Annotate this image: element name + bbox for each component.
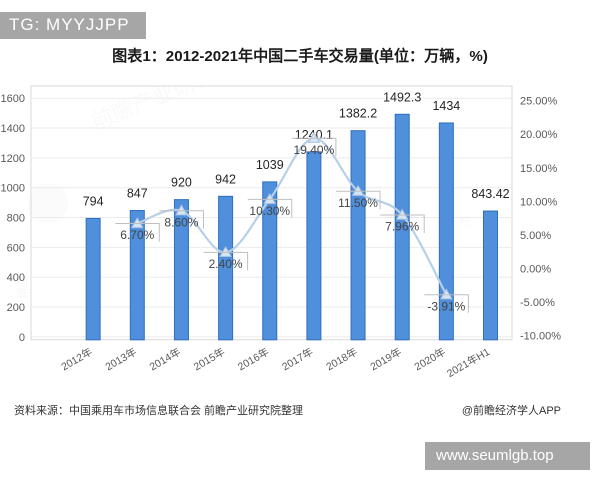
svg-text:析: 析 — [458, 215, 472, 228]
svg-text:0.00%: 0.00% — [520, 264, 551, 276]
svg-text:400: 400 — [7, 272, 25, 284]
svg-text:1000: 1000 — [1, 183, 25, 195]
svg-text:前瞻产业研究院: 前瞻产业研究院 — [88, 85, 240, 135]
svg-text:1434: 1434 — [432, 99, 460, 113]
svg-text:-5.00%: -5.00% — [520, 297, 555, 309]
svg-text:1200: 1200 — [1, 153, 25, 165]
svg-text:942: 942 — [215, 172, 236, 186]
svg-text:10.30%: 10.30% — [249, 204, 290, 218]
svg-text:2.40%: 2.40% — [209, 257, 243, 271]
svg-text:920: 920 — [171, 176, 192, 190]
svg-text:7.96%: 7.96% — [385, 220, 419, 234]
svg-text:2013年: 2013年 — [103, 345, 139, 373]
svg-text:8.60%: 8.60% — [164, 215, 198, 229]
svg-text:200: 200 — [7, 302, 25, 314]
svg-text:-10.00%: -10.00% — [520, 331, 561, 343]
svg-text:1600: 1600 — [1, 93, 25, 105]
svg-text:800: 800 — [7, 213, 25, 225]
svg-text:2020年: 2020年 — [412, 345, 448, 373]
svg-text:847: 847 — [127, 187, 148, 201]
svg-text:843.42: 843.42 — [471, 187, 509, 201]
svg-text:2018年: 2018年 — [324, 345, 360, 373]
svg-text:-3.91%: -3.91% — [427, 299, 465, 313]
svg-text:2012年: 2012年 — [59, 345, 95, 373]
svg-text:19.40%: 19.40% — [294, 143, 335, 157]
svg-text:1400: 1400 — [1, 123, 25, 135]
svg-text:6.70%: 6.70% — [120, 228, 154, 242]
svg-text:2021年H1: 2021年H1 — [445, 345, 493, 380]
svg-text:0: 0 — [19, 332, 25, 344]
svg-text:2019年: 2019年 — [368, 345, 404, 373]
svg-text:20.00%: 20.00% — [520, 129, 558, 141]
svg-text:10.00%: 10.00% — [520, 196, 558, 208]
svg-text:1039: 1039 — [256, 158, 284, 172]
svg-text:11.50%: 11.50% — [338, 196, 378, 210]
svg-text:2017年: 2017年 — [280, 345, 316, 373]
svg-text:2014年: 2014年 — [147, 345, 183, 373]
svg-text:2016年: 2016年 — [235, 345, 271, 373]
svg-text:600: 600 — [7, 242, 25, 254]
svg-text:5.00%: 5.00% — [520, 230, 551, 242]
svg-text:25.00%: 25.00% — [520, 96, 558, 108]
svg-text:2015年: 2015年 — [191, 345, 227, 373]
svg-text:794: 794 — [83, 194, 104, 208]
svg-text:1382.2: 1382.2 — [339, 107, 377, 121]
svg-text:15.00%: 15.00% — [520, 163, 558, 175]
svg-text:1492.3: 1492.3 — [383, 90, 421, 104]
